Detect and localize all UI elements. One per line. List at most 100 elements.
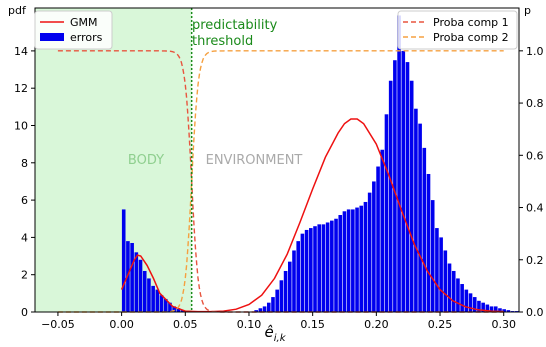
histogram-bar [317,224,322,312]
y-right-tick-label: 0.6 [526,149,544,162]
histogram-bar [300,233,305,312]
region-label-environment: ENVIRONMENT [206,153,303,168]
histogram-bar [292,250,296,312]
histogram-bar [477,300,481,312]
histogram-bar [506,310,511,312]
histogram-bar [485,304,490,312]
y-left-tick-label: 12 [14,82,28,95]
histogram-bar [409,80,414,312]
histogram-bar [134,252,139,312]
y-left-axis-label: pdf [8,4,27,17]
histogram-bar [258,308,263,312]
histogram-bar [430,200,435,312]
histogram-bar [489,306,494,312]
histogram-bar [456,278,460,312]
histogram-bar [142,270,147,312]
x-tick-label: 0.15 [300,318,325,331]
histogram-bar [380,149,385,312]
threshold-label-line2: threshold [192,34,253,49]
y-right-tick-label: 0.4 [526,202,544,215]
histogram-bar [451,270,456,312]
histogram-bar [287,261,292,312]
histogram-bar [468,293,473,312]
histogram-bar [359,205,364,312]
histogram-bar [351,209,355,312]
y-left-tick-label: 0 [21,306,28,319]
histogram-bar [443,250,448,312]
threshold-label-line1: predictability [192,18,278,33]
histogram-bar [266,302,271,312]
region-label-body: BODY [128,153,164,168]
histogram-bar [334,218,338,312]
histogram-bar [151,285,155,312]
legend-errors-swatch [40,33,64,41]
x-tick-label: 0.00 [109,318,134,331]
histogram-bar [384,114,389,312]
histogram-bar [435,228,439,312]
histogram-bar [439,237,443,312]
plot-frame [34,7,520,313]
histogram-bar [472,297,477,312]
histogram-bar [304,229,309,312]
histogram-bar [313,226,317,312]
y-left-tick-label: 8 [21,157,28,170]
legend-gmm-label: GMM [70,16,98,29]
histogram-bar [376,166,380,312]
histogram-bar [393,60,397,313]
histogram-bar [180,310,185,312]
histogram-bar [159,295,164,312]
y-right-axis-label: p [524,4,531,17]
histogram-bar [355,207,359,312]
histogram-bar [498,308,502,312]
x-tick-label: 0.25 [428,318,453,331]
histogram-bar [493,306,498,312]
histogram-bar [338,215,343,312]
y-right-tick-label: 0.2 [526,254,544,267]
histogram-bar [414,108,418,312]
histogram-bar [172,306,176,312]
histogram-bar [426,173,431,312]
histogram-bar [405,62,410,312]
x-axis-label: êi,k [265,323,287,344]
histogram-bar [321,224,326,312]
histogram-bar [309,228,313,312]
y-right-tick-label: 0.8 [526,97,544,110]
histogram-bar [325,222,330,312]
histogram-bar [271,297,275,312]
x-tick-label: −0.05 [41,318,75,331]
histogram-bar [176,308,181,312]
y-right-tick-label: 1.0 [526,45,544,58]
legend-right: Proba comp 1 Proba comp 2 [397,10,518,50]
histogram-bar [262,306,267,312]
x-tick-label: 0.20 [364,318,389,331]
x-tick-label: 0.05 [173,318,198,331]
histogram-bar [279,280,284,312]
histogram-bar [363,201,368,312]
histogram-bar [460,284,464,312]
plot-area: −0.05 0.00 0.05 0.10 0.15 0.20 0.25 0.30 0 2 4 6 8 10… [14,7,544,331]
histogram-bar [418,123,422,313]
histogram-bar [342,211,347,312]
histogram-bar [367,192,372,312]
legend-left: GMM errors [34,10,113,50]
histogram-bar [283,270,288,312]
x-tick-label: 0.30 [491,318,516,331]
x-tick-label: 0.10 [237,318,262,331]
histogram-bar [121,209,126,312]
histogram-bar [481,302,485,312]
histogram-bar [155,289,160,312]
histogram-bar [130,242,134,312]
histogram-bar [397,15,401,313]
histogram-bar [447,263,452,312]
histogram-bar [275,289,279,312]
histogram-bar [330,220,334,312]
histogram-bar [401,50,406,313]
histogram-bar [422,147,427,312]
y-left-tick-label: 10 [14,119,28,132]
histogram-bar [163,298,168,312]
histogram-bar [388,80,393,312]
histogram-bar [147,278,151,312]
legend-comp2-label: Proba comp 2 [433,31,509,44]
histogram-bar [502,309,506,312]
